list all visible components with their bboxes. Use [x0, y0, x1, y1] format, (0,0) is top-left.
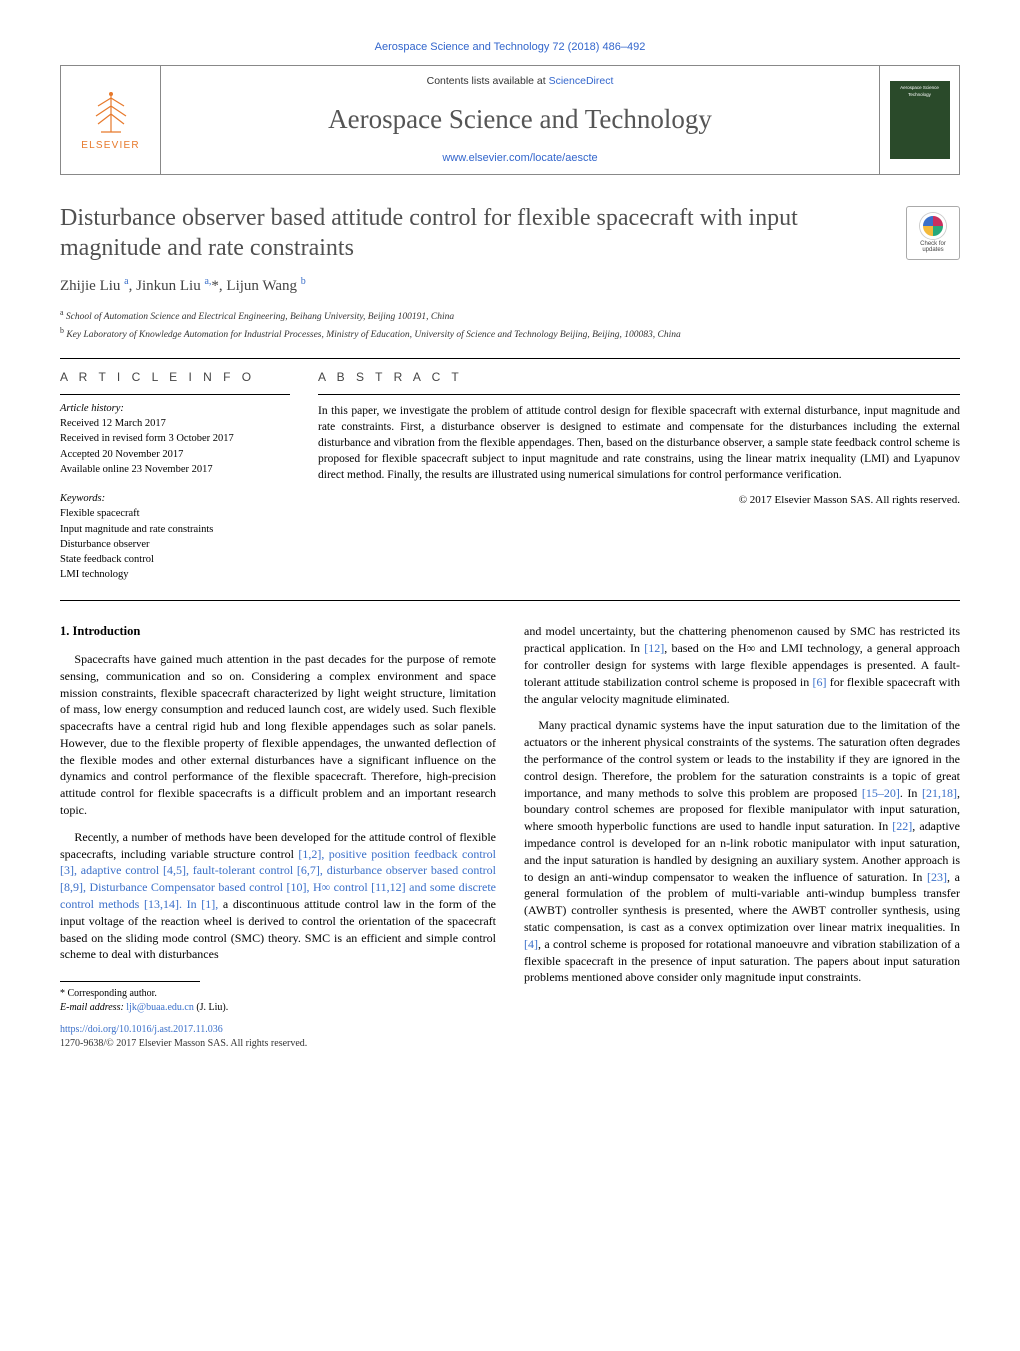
journal-cover-thumbnail: Aerospace Science Technology	[890, 81, 950, 159]
body-paragraph: Many practical dynamic systems have the …	[524, 717, 960, 986]
section-heading-1: 1. Introduction	[60, 623, 496, 641]
crossmark-icon	[920, 213, 946, 239]
citation-link[interactable]: [6]	[812, 675, 826, 689]
journal-cover-cell: Aerospace Science Technology	[879, 66, 959, 174]
citation-link[interactable]: [21,18]	[922, 786, 957, 800]
citation-link[interactable]: [12]	[644, 641, 664, 655]
revised-date: Received in revised form 3 October 2017	[60, 431, 290, 446]
crossmark-badge[interactable]: Check forupdates	[906, 206, 960, 260]
keyword: Disturbance observer	[60, 537, 290, 552]
keyword: State feedback control	[60, 552, 290, 567]
journal-homepage-link[interactable]: www.elsevier.com/locate/aescte	[442, 151, 597, 166]
body-paragraph: Recently, a number of methods have been …	[60, 829, 496, 963]
sciencedirect-link[interactable]: ScienceDirect	[549, 75, 614, 87]
corresponding-author: * Corresponding author.	[60, 987, 496, 1001]
article-info-heading: A R T I C L E I N F O	[60, 369, 290, 386]
email-person: (J. Liu).	[194, 1002, 228, 1013]
received-date: Received 12 March 2017	[60, 416, 290, 431]
accepted-date: Accepted 20 November 2017	[60, 447, 290, 462]
cover-text: Aerospace Science Technology	[892, 85, 948, 98]
divider	[318, 394, 960, 395]
elsevier-wordmark: ELSEVIER	[81, 139, 140, 153]
elsevier-tree-icon	[86, 88, 136, 136]
footnote-rule	[60, 981, 200, 982]
email-label: E-mail address:	[60, 1002, 126, 1013]
contents-prefix: Contents lists available at	[427, 75, 549, 87]
crossmark-text: Check forupdates	[920, 241, 946, 254]
abstract-column: A B S T R A C T In this paper, we invest…	[318, 369, 960, 582]
authors-line: Zhijie Liu a, Jinkun Liu a,*, Lijun Wang…	[60, 275, 960, 297]
affiliations: a School of Automation Science and Elect…	[60, 307, 960, 342]
article-history: Article history: Received 12 March 2017 …	[60, 401, 290, 477]
abstract-heading: A B S T R A C T	[318, 369, 960, 386]
abstract-text: In this paper, we investigate the proble…	[318, 403, 960, 483]
body-paragraph: and model uncertainty, but the chatterin…	[524, 623, 960, 707]
journal-name: Aerospace Science and Technology	[328, 101, 712, 139]
doi-link[interactable]: https://doi.org/10.1016/j.ast.2017.11.03…	[60, 1023, 496, 1037]
keywords-block: Keywords: Flexible spacecraft Input magn…	[60, 491, 290, 582]
keyword: Input magnitude and rate constraints	[60, 522, 290, 537]
keyword: LMI technology	[60, 567, 290, 582]
body-paragraph: Spacecrafts have gained much attention i…	[60, 651, 496, 819]
journal-citation: Aerospace Science and Technology 72 (201…	[60, 40, 960, 55]
keywords-label: Keywords:	[60, 491, 290, 506]
citation-link[interactable]: [15–20]	[862, 786, 900, 800]
journal-center: Contents lists available at ScienceDirec…	[161, 66, 879, 174]
contents-line: Contents lists available at ScienceDirec…	[427, 74, 614, 89]
body-two-column: 1. Introduction Spacecrafts have gained …	[60, 623, 960, 1051]
affiliation-a: School of Automation Science and Electri…	[66, 313, 454, 323]
citation-link[interactable]: [4]	[524, 937, 538, 951]
divider	[60, 600, 960, 601]
journal-header-box: ELSEVIER Contents lists available at Sci…	[60, 65, 960, 175]
divider	[60, 394, 290, 395]
history-label: Article history:	[60, 401, 290, 416]
citation-link[interactable]: [23]	[927, 870, 947, 884]
footnotes: * Corresponding author. E-mail address: …	[60, 987, 496, 1015]
text-run: . In	[900, 786, 922, 800]
online-date: Available online 23 November 2017	[60, 462, 290, 477]
bottom-copyright: 1270-9638/© 2017 Elsevier Masson SAS. Al…	[60, 1037, 496, 1051]
text-run: , a control scheme is proposed for rotat…	[524, 937, 960, 985]
affiliation-b: Key Laboratory of Knowledge Automation f…	[66, 330, 680, 340]
elsevier-logo-cell: ELSEVIER	[61, 66, 161, 174]
article-info-column: A R T I C L E I N F O Article history: R…	[60, 369, 290, 582]
abstract-copyright: © 2017 Elsevier Masson SAS. All rights r…	[318, 493, 960, 508]
divider	[60, 358, 960, 359]
keyword: Flexible spacecraft	[60, 506, 290, 521]
citation-link[interactable]: [22]	[892, 819, 912, 833]
email-link[interactable]: ljk@buaa.edu.cn	[126, 1002, 194, 1013]
article-title: Disturbance observer based attitude cont…	[60, 203, 886, 263]
